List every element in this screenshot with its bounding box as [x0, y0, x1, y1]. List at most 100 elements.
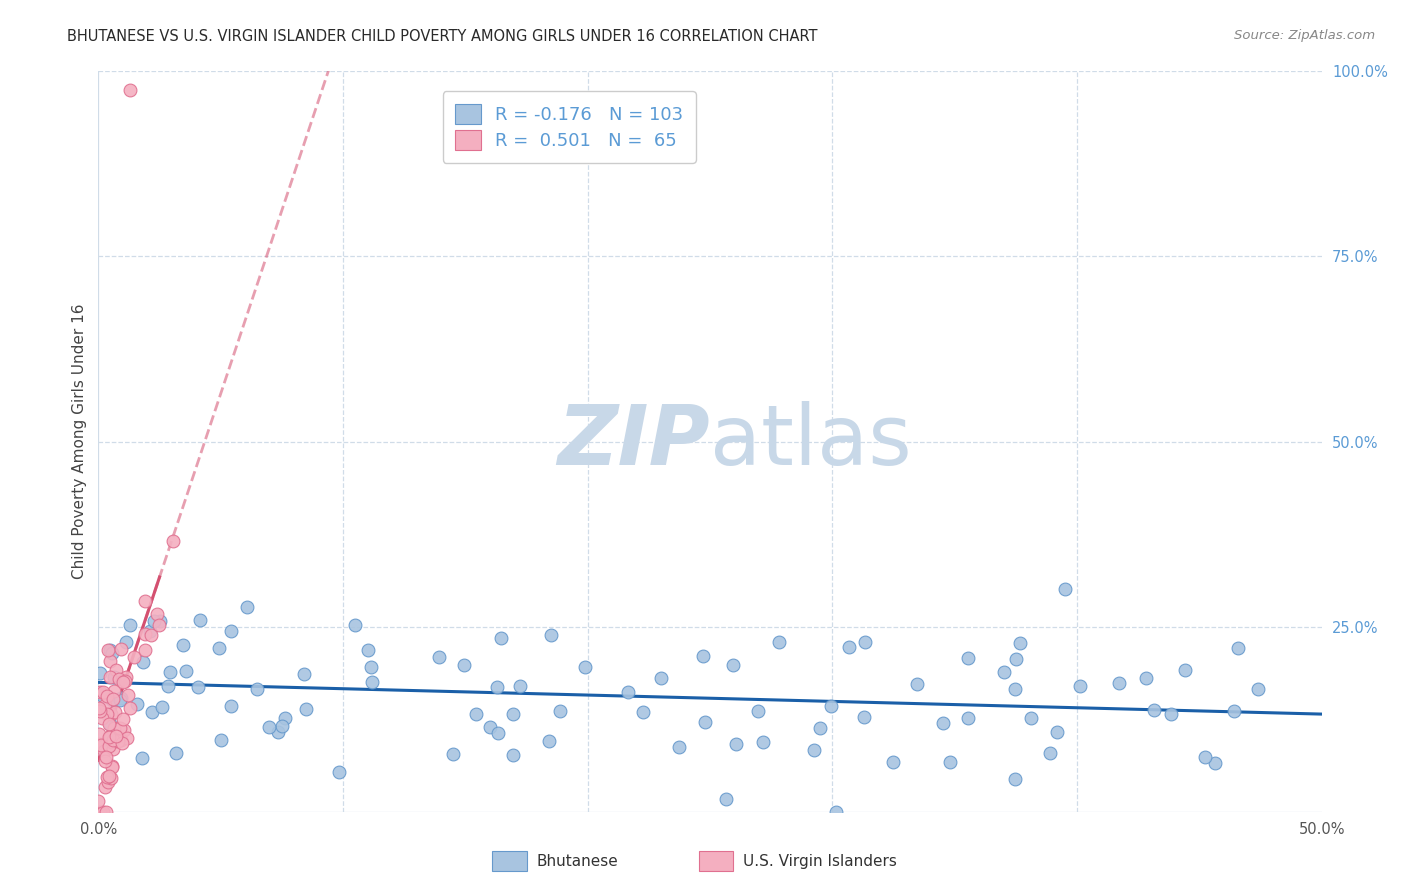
Point [98, 670, 121, 684]
Point [344, 618, 367, 632]
Point [631, 705, 654, 719]
Text: U.S. Virgin Islanders: U.S. Virgin Islanders [742, 854, 897, 869]
Point [427, 650, 450, 665]
Point [111, 674, 134, 689]
Point [803, 742, 825, 756]
Point [89, 704, 111, 718]
Point [932, 716, 955, 731]
Point [650, 672, 672, 686]
Point [1227, 640, 1250, 655]
Point [94, 805, 117, 819]
Point [120, 701, 142, 715]
Point [295, 702, 318, 716]
Point [108, 693, 131, 707]
Point [486, 726, 509, 740]
Point [956, 711, 979, 725]
Point [101, 691, 124, 706]
Point [111, 736, 134, 750]
Point [219, 624, 242, 639]
Point [1223, 704, 1246, 718]
Point [96, 770, 118, 784]
Point [139, 628, 162, 642]
Point [101, 760, 124, 774]
Point [209, 733, 232, 747]
Point [162, 534, 184, 549]
Point [93, 744, 115, 758]
Point [267, 724, 290, 739]
Point [1174, 663, 1197, 677]
Point [89, 685, 111, 699]
Point [100, 772, 122, 786]
Point [808, 721, 831, 735]
Point [134, 627, 156, 641]
Point [465, 707, 488, 722]
Point [91, 805, 114, 819]
Point [98, 739, 121, 754]
Point [853, 635, 876, 649]
Point [148, 618, 170, 632]
Point [489, 631, 512, 645]
Point [115, 731, 138, 745]
Point [97, 775, 120, 789]
Text: BHUTANESE VS U.S. VIRGIN ISLANDER CHILD POVERTY AMONG GIRLS UNDER 16 CORRELATION: BHUTANESE VS U.S. VIRGIN ISLANDER CHILD … [67, 29, 818, 45]
Point [117, 688, 139, 702]
Point [148, 614, 170, 628]
Point [100, 735, 122, 749]
Point [120, 617, 142, 632]
Point [110, 691, 132, 706]
Point [1053, 582, 1076, 596]
Point [172, 638, 194, 652]
Point [150, 700, 173, 714]
Point [1039, 746, 1062, 760]
Point [120, 83, 142, 97]
Point [96, 707, 118, 722]
Point [90, 738, 112, 752]
Point [747, 704, 769, 718]
Text: Bhutanese: Bhutanese [537, 854, 619, 869]
Point [453, 658, 475, 673]
Point [98, 733, 121, 747]
Point [825, 805, 848, 819]
Point [89, 701, 111, 715]
Point [1004, 682, 1026, 697]
Point [146, 607, 169, 621]
Point [139, 624, 162, 638]
Point [1108, 675, 1130, 690]
Text: atlas: atlas [710, 401, 911, 482]
Point [91, 711, 114, 725]
Point [89, 805, 111, 819]
Point [574, 660, 596, 674]
Point [502, 747, 524, 762]
Point [142, 614, 165, 628]
Point [509, 679, 531, 693]
Point [441, 747, 464, 761]
Point [751, 734, 773, 748]
Point [273, 711, 295, 725]
Point [882, 755, 904, 769]
Point [165, 746, 187, 760]
Point [537, 734, 560, 748]
Point [91, 689, 114, 703]
Point [174, 664, 197, 678]
Point [104, 729, 127, 743]
Point [100, 707, 122, 722]
Point [134, 594, 156, 608]
Point [292, 667, 315, 681]
Point [159, 665, 181, 679]
Point [1247, 682, 1270, 697]
Point [714, 792, 737, 806]
Point [114, 674, 136, 689]
Point [96, 690, 118, 704]
Point [724, 737, 747, 751]
Point [1019, 711, 1042, 725]
Point [107, 734, 129, 748]
Point [101, 741, 124, 756]
Point [617, 685, 640, 699]
Point [91, 684, 114, 698]
Point [1046, 724, 1069, 739]
Point [939, 756, 962, 770]
Point [328, 765, 350, 780]
Point [1194, 750, 1216, 764]
Point [98, 716, 121, 731]
Point [257, 720, 280, 734]
